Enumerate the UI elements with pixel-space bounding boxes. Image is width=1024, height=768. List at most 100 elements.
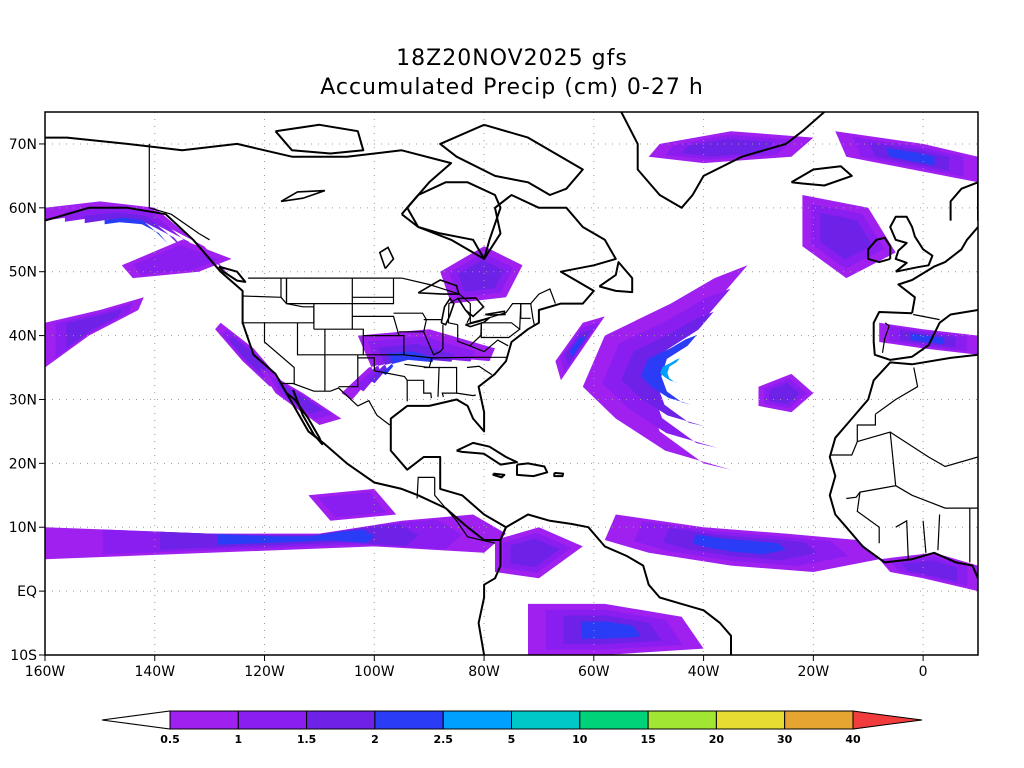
boundary-mexico-guatemala (416, 476, 435, 499)
precip-contour-iceland-north-sea-3 (886, 148, 935, 166)
lon-tick-label: 40W (688, 664, 720, 680)
coastline-vancouver-island (218, 265, 247, 283)
lat-tick-label: 20N (9, 456, 37, 472)
precip-region-amazon (528, 603, 704, 655)
precip-contour-pacific-itcz-north-1 (318, 492, 387, 518)
precip-region-central-us-band (341, 329, 495, 400)
boundary-michigan (447, 297, 472, 326)
coastline-scandinavia (949, 181, 978, 221)
boundary-va-wv (469, 339, 509, 353)
boundary-tx-ok (357, 357, 408, 402)
plot-frame (44, 111, 979, 656)
coastline-cuba (456, 441, 518, 466)
coastline-iceland-coast (790, 165, 853, 187)
lake-great-slave-lake (280, 189, 326, 203)
boundary-mauritania-mali (846, 431, 897, 500)
coastline-africa-coast (828, 353, 978, 579)
precip-contour-north-atlantic-arc-2 (621, 311, 714, 427)
precip-contour-mediterranean-3 (910, 333, 945, 345)
precip-contour-uk-band-2 (820, 213, 873, 260)
precip-region-north-atlantic-arc (582, 265, 748, 470)
boundary-ca-nv (263, 322, 295, 384)
precip-contour-north-atlantic-arc-3 (640, 335, 697, 405)
lat-tick-label: 60N (9, 201, 37, 217)
boundary-west-africa-4 (937, 514, 941, 551)
colorbar: 0.5 1 1.5 2 2.5 5 10 15 20 30 40 (101, 710, 923, 746)
colorbar-segment (442, 710, 513, 730)
colorbar-label: 2.5 (433, 733, 453, 746)
boundary-france-spain (913, 313, 940, 321)
colorbar-segment (647, 710, 717, 730)
axis-ticks: 160W 140W 120W 100W 80W 60W 40W 20W 0 70N 60N 50N 40… (9, 137, 928, 680)
political-boundaries (148, 143, 978, 563)
boundary-ut-co (313, 328, 364, 356)
coastline-greenland-coast (620, 112, 825, 209)
boundary-new-england (519, 303, 536, 330)
lake-lake-winnipeg (378, 246, 395, 270)
coastline-south-america-west (477, 540, 502, 655)
lake-lake-ontario (485, 310, 506, 316)
boundary-dakotas (351, 278, 395, 305)
precip-region-greenland-sea (648, 131, 814, 164)
colorbar-segment (715, 710, 786, 730)
colorbar-segment (374, 710, 444, 730)
colorbar-segment (306, 710, 376, 730)
colorbar-label: 30 (777, 733, 793, 746)
lat-tick-label: 40N (9, 329, 37, 345)
precip-contour-north-pacific-band-2 (66, 309, 122, 349)
boundary-pa-ny (480, 322, 521, 339)
colorbar-segment (511, 710, 581, 730)
lat-tick-label: 50N (9, 265, 37, 281)
colorbar-label: 2 (371, 733, 379, 746)
lon-tick-label: 160W (25, 664, 66, 680)
precip-contour-north-atlantic-arc-0 (582, 265, 748, 470)
boundary-nm-tx (338, 354, 359, 388)
lon-tick-label: 60W (578, 664, 610, 680)
coastline-jamaica (492, 472, 506, 479)
boundary-or-ca-nv (241, 296, 315, 324)
precip-region-pacific-itcz-north (308, 488, 397, 521)
precip-region-gulf-of-guinea (879, 552, 978, 592)
precip-region-north-pacific-band (45, 297, 144, 368)
colorbar-label: 10 (572, 733, 588, 746)
precip-contour-greenland-sea-2 (682, 138, 775, 157)
boundary-nv-az-ut (296, 322, 325, 356)
precip-field (45, 131, 978, 655)
colorbar-segment (169, 710, 239, 730)
lon-tick-label: 80W (468, 664, 500, 680)
boundary-west-africa-3 (922, 520, 927, 553)
lat-tick-label: 10S (10, 648, 37, 664)
coastline-hispaniola (516, 462, 549, 478)
boundary-ks-ok (363, 335, 405, 356)
boundary-central-america (434, 477, 496, 544)
colorbar-segment (784, 710, 854, 730)
boundary-algeria-mali-niger (875, 367, 919, 415)
precip-region-hudson-bay-area (440, 246, 523, 304)
precip-region-mediterranean (879, 322, 978, 355)
precip-contour-nw-atlantic-blob-3 (569, 335, 587, 358)
precip-contour-north-atlantic-arc-1 (602, 288, 731, 448)
precip-contour-pacific-itcz-3 (217, 529, 375, 545)
colorbar-arrow-high (852, 710, 923, 730)
boundary-us-canada-east (401, 277, 556, 324)
boundary-us-alaska (148, 143, 210, 241)
coastline-newfoundland (598, 261, 634, 294)
boundary-ne-ks (352, 315, 400, 337)
precip-contour-bc-offshore-1 (133, 244, 219, 275)
colorbar-label: 1 (234, 733, 242, 746)
colorbar-label: 15 (640, 733, 655, 746)
boundary-us-mexico (281, 382, 391, 426)
colorbar-label: 40 (845, 733, 861, 746)
boundary-mt-wy (313, 303, 353, 330)
coastline-baffin-island (439, 123, 584, 196)
precip-contour-southwest-band-2 (276, 381, 323, 414)
boundary-mo-ar (403, 354, 433, 369)
lake-lake-michigan (440, 297, 455, 326)
lat-tick-label: 70N (9, 137, 37, 153)
lon-tick-label: 120W (244, 664, 285, 680)
precip-contour-south-america-north-2 (510, 538, 560, 568)
coastline-hudson-bay (400, 181, 502, 260)
colorbar-label: 20 (709, 733, 725, 746)
boundary-ga-fl (456, 392, 476, 397)
precip-contour-california-band-2 (229, 336, 267, 373)
